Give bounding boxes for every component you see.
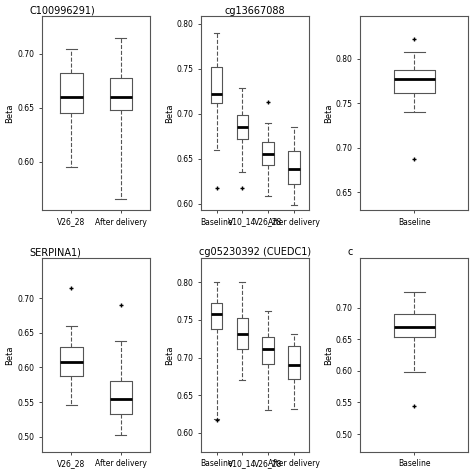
Text: c: c <box>347 247 353 257</box>
Y-axis label: Beta: Beta <box>165 345 174 365</box>
Y-axis label: Beta: Beta <box>324 103 333 123</box>
Text: C100996291): C100996291) <box>29 6 95 16</box>
Y-axis label: Beta: Beta <box>324 345 333 365</box>
Y-axis label: Beta: Beta <box>6 103 15 123</box>
Text: SERPINA1): SERPINA1) <box>29 247 81 257</box>
Title: cg13667088: cg13667088 <box>225 6 285 16</box>
Y-axis label: Beta: Beta <box>165 103 174 123</box>
Y-axis label: Beta: Beta <box>6 345 15 365</box>
Title: cg05230392 (CUEDC1): cg05230392 (CUEDC1) <box>199 247 311 257</box>
